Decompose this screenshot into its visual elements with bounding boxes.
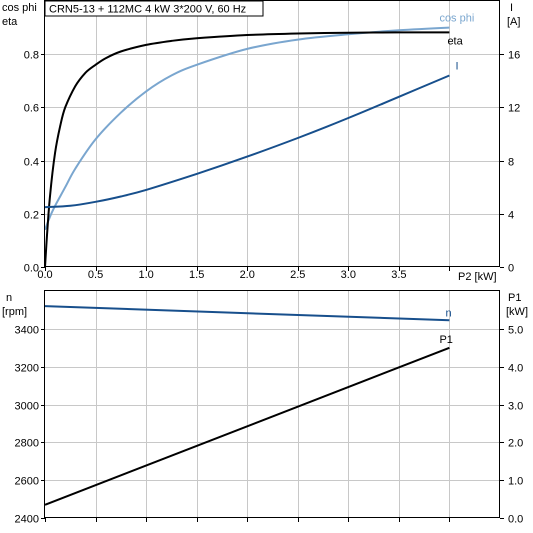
plot-frame-overlay (44, 0, 500, 267)
left-tick-label: 3400 (15, 325, 39, 337)
top-x-axis-label: P2 [kW] (458, 271, 497, 283)
left-tick-label: 0.8 (24, 50, 39, 62)
left-tick-label: 3000 (15, 401, 39, 413)
bottom-right-axis-label-p1: P1 (508, 292, 521, 304)
top-right-axis-label-unit: [A] (507, 16, 520, 28)
left-tick-label: 0.0 (24, 263, 39, 275)
chart-title: CRN5-13 + 112MC 4 kW 3*200 V, 60 Hz (49, 4, 246, 16)
left-tick-label: 0.6 (24, 103, 39, 115)
x-tick-label: 1.0 (138, 269, 153, 281)
bottom-plot-frame (44, 290, 500, 518)
left-tick-label: 0.2 (24, 210, 39, 222)
bottom-left-axis-label-n: n (6, 292, 12, 304)
series-line-p1 (44, 346, 450, 506)
right-tick-label: 8 (508, 157, 514, 169)
bottom-left-axis-label-rpm: [rpm] (2, 306, 27, 318)
x-tick-label: 3.0 (341, 269, 356, 281)
title-box (44, 0, 264, 17)
x-tick-label: 0.5 (88, 269, 103, 281)
top-left-axis-label-eta: eta (2, 16, 18, 28)
left-tick-label: 0.4 (24, 157, 39, 169)
chart-marks: 0.0 0.5 1.0 1.5 2.0 2.5 3.0 3.5 0.0 0.2 0.4 0.6 0.8 0… (15, 0, 523, 526)
x-tick-label: 2.5 (290, 269, 305, 281)
right-tick-label: 1.0 (508, 476, 523, 488)
bottom-right-axis-label-unit: [kW] (506, 306, 528, 318)
left-tick-label: 3200 (15, 363, 39, 375)
left-tick-label: 2600 (15, 476, 39, 488)
right-tick-label: 0 (508, 263, 514, 275)
right-tick-label: 12 (508, 103, 520, 115)
series-label-i: I (455, 60, 458, 72)
right-tick-label: 2.0 (508, 438, 523, 450)
top-plot-frame (44, 0, 500, 267)
top-left-axis-label-cosphi: cos phi (2, 2, 37, 14)
series-line-cos-phi (44, 26, 450, 231)
series-label-eta: eta (447, 35, 463, 47)
right-tick-label: 4.0 (508, 363, 523, 375)
plot-frame-overlay (44, 290, 500, 518)
right-tick-label: 3.0 (508, 401, 523, 413)
right-tick-label: 16 (508, 50, 520, 62)
series-line-i (44, 74, 450, 209)
left-tick-label: 2800 (15, 438, 39, 450)
series-label-cos-phi: cos phi (439, 13, 474, 25)
x-tick-label: 1.5 (189, 269, 204, 281)
right-tick-label: 0.0 (508, 514, 523, 526)
x-tick-label: 3.5 (391, 269, 406, 281)
series-line-n (44, 305, 450, 322)
x-tick-label: 2.0 (240, 269, 255, 281)
series-line-eta (44, 31, 450, 268)
left-tick-label: 2400 (15, 514, 39, 526)
series-label-n: n (445, 307, 451, 319)
right-tick-label: 5.0 (508, 325, 523, 337)
top-right-axis-label-i: I (510, 2, 513, 14)
right-tick-label: 4 (508, 210, 514, 222)
series-label-p1: P1 (439, 334, 452, 346)
x-tick-label: 0.0 (37, 269, 52, 281)
